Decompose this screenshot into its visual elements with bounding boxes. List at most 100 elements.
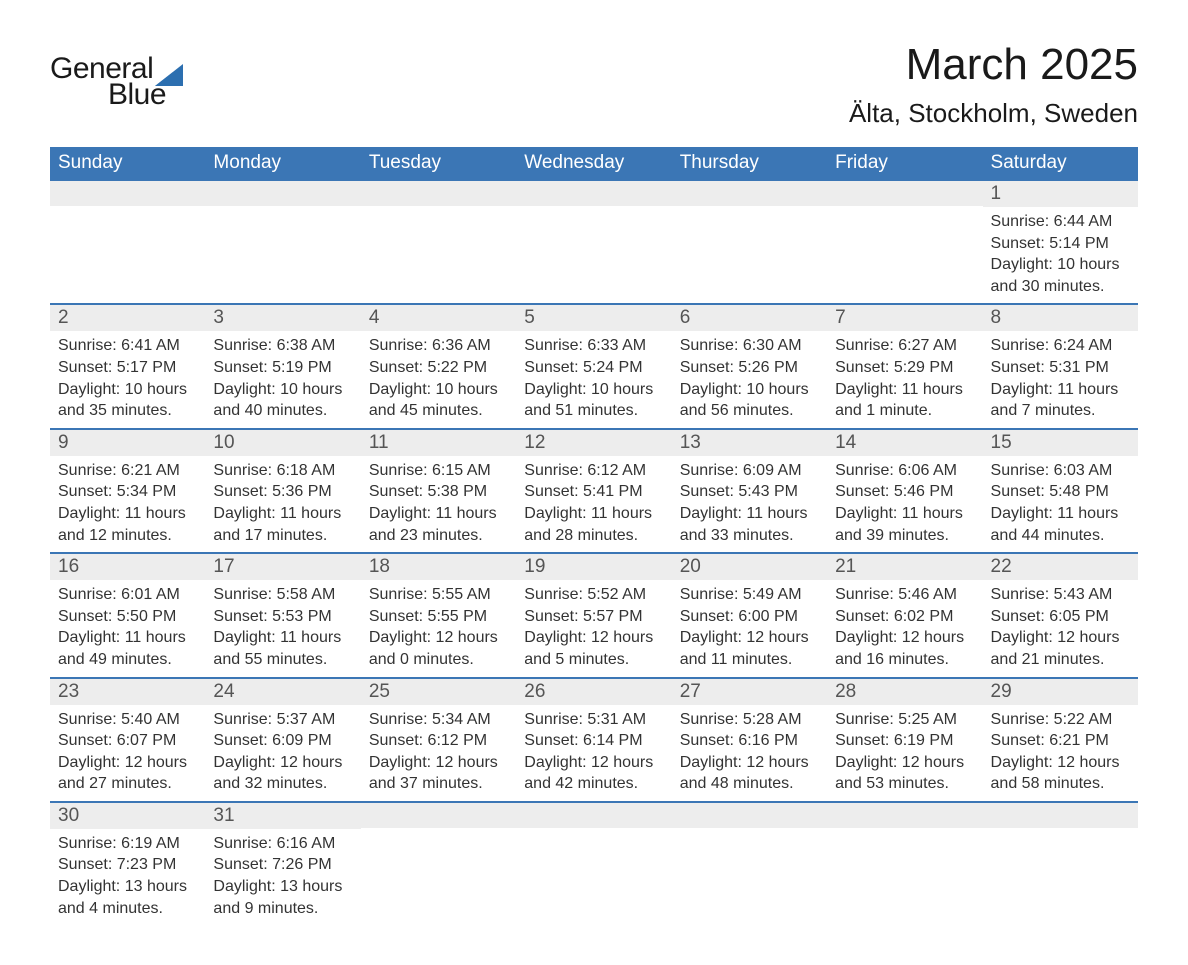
daylight-text: Daylight: 12 hours and 48 minutes. bbox=[680, 752, 819, 795]
sunset-text: Sunset: 6:14 PM bbox=[524, 730, 663, 752]
day-cell: 5Sunrise: 6:33 AMSunset: 5:24 PMDaylight… bbox=[516, 304, 671, 428]
daylight-text: Daylight: 10 hours and 45 minutes. bbox=[369, 379, 508, 422]
day-header-tuesday: Tuesday bbox=[361, 147, 516, 180]
day-details: Sunrise: 6:12 AMSunset: 5:41 PMDaylight:… bbox=[516, 456, 671, 552]
daylight-text: Daylight: 12 hours and 11 minutes. bbox=[680, 627, 819, 670]
sunset-text: Sunset: 7:26 PM bbox=[213, 854, 352, 876]
logo: General Blue bbox=[50, 52, 183, 112]
day-header-friday: Friday bbox=[827, 147, 982, 180]
sunrise-text: Sunrise: 5:58 AM bbox=[213, 584, 352, 606]
day-details: Sunrise: 6:19 AMSunset: 7:23 PMDaylight:… bbox=[50, 829, 205, 925]
day-cell bbox=[50, 180, 205, 304]
day-number: 4 bbox=[361, 305, 516, 331]
sunrise-text: Sunrise: 5:46 AM bbox=[835, 584, 974, 606]
day-details: Sunrise: 6:30 AMSunset: 5:26 PMDaylight:… bbox=[672, 331, 827, 427]
day-cell: 28Sunrise: 5:25 AMSunset: 6:19 PMDayligh… bbox=[827, 678, 982, 802]
day-number: 24 bbox=[205, 679, 360, 705]
sunrise-text: Sunrise: 6:18 AM bbox=[213, 460, 352, 482]
sunrise-text: Sunrise: 6:36 AM bbox=[369, 335, 508, 357]
daylight-text: Daylight: 11 hours and 39 minutes. bbox=[835, 503, 974, 546]
daylight-text: Daylight: 11 hours and 44 minutes. bbox=[991, 503, 1130, 546]
sunrise-text: Sunrise: 5:25 AM bbox=[835, 709, 974, 731]
sunset-text: Sunset: 5:31 PM bbox=[991, 357, 1130, 379]
sunrise-text: Sunrise: 5:49 AM bbox=[680, 584, 819, 606]
sunrise-text: Sunrise: 6:16 AM bbox=[213, 833, 352, 855]
day-details: Sunrise: 6:09 AMSunset: 5:43 PMDaylight:… bbox=[672, 456, 827, 552]
sunrise-text: Sunrise: 6:01 AM bbox=[58, 584, 197, 606]
sunset-text: Sunset: 5:57 PM bbox=[524, 606, 663, 628]
sunset-text: Sunset: 5:43 PM bbox=[680, 481, 819, 503]
day-number bbox=[361, 181, 516, 206]
week-row: 9Sunrise: 6:21 AMSunset: 5:34 PMDaylight… bbox=[50, 429, 1138, 553]
day-cell bbox=[983, 802, 1138, 925]
sunset-text: Sunset: 6:05 PM bbox=[991, 606, 1130, 628]
day-header-sunday: Sunday bbox=[50, 147, 205, 180]
sunset-text: Sunset: 5:41 PM bbox=[524, 481, 663, 503]
sunset-text: Sunset: 6:09 PM bbox=[213, 730, 352, 752]
day-details: Sunrise: 5:40 AMSunset: 6:07 PMDaylight:… bbox=[50, 705, 205, 801]
day-cell bbox=[361, 802, 516, 925]
sunset-text: Sunset: 6:00 PM bbox=[680, 606, 819, 628]
day-details: Sunrise: 6:21 AMSunset: 5:34 PMDaylight:… bbox=[50, 456, 205, 552]
sunrise-text: Sunrise: 5:34 AM bbox=[369, 709, 508, 731]
daylight-text: Daylight: 12 hours and 42 minutes. bbox=[524, 752, 663, 795]
sunset-text: Sunset: 5:19 PM bbox=[213, 357, 352, 379]
sunset-text: Sunset: 5:50 PM bbox=[58, 606, 197, 628]
sunrise-text: Sunrise: 6:44 AM bbox=[991, 211, 1130, 233]
daylight-text: Daylight: 12 hours and 32 minutes. bbox=[213, 752, 352, 795]
day-number: 14 bbox=[827, 430, 982, 456]
sunset-text: Sunset: 6:19 PM bbox=[835, 730, 974, 752]
day-header-thursday: Thursday bbox=[672, 147, 827, 180]
sunset-text: Sunset: 6:16 PM bbox=[680, 730, 819, 752]
day-details: Sunrise: 5:31 AMSunset: 6:14 PMDaylight:… bbox=[516, 705, 671, 801]
week-row: 16Sunrise: 6:01 AMSunset: 5:50 PMDayligh… bbox=[50, 553, 1138, 677]
day-cell: 2Sunrise: 6:41 AMSunset: 5:17 PMDaylight… bbox=[50, 304, 205, 428]
day-cell: 15Sunrise: 6:03 AMSunset: 5:48 PMDayligh… bbox=[983, 429, 1138, 553]
sunset-text: Sunset: 5:55 PM bbox=[369, 606, 508, 628]
daylight-text: Daylight: 12 hours and 58 minutes. bbox=[991, 752, 1130, 795]
day-cell: 29Sunrise: 5:22 AMSunset: 6:21 PMDayligh… bbox=[983, 678, 1138, 802]
week-row: 1Sunrise: 6:44 AMSunset: 5:14 PMDaylight… bbox=[50, 180, 1138, 304]
day-number bbox=[983, 803, 1138, 828]
day-number: 5 bbox=[516, 305, 671, 331]
sunset-text: Sunset: 6:12 PM bbox=[369, 730, 508, 752]
daylight-text: Daylight: 12 hours and 21 minutes. bbox=[991, 627, 1130, 670]
daylight-text: Daylight: 11 hours and 7 minutes. bbox=[991, 379, 1130, 422]
day-number: 22 bbox=[983, 554, 1138, 580]
calendar-table: Sunday Monday Tuesday Wednesday Thursday… bbox=[50, 147, 1138, 925]
sunrise-text: Sunrise: 6:12 AM bbox=[524, 460, 663, 482]
sunrise-text: Sunrise: 6:38 AM bbox=[213, 335, 352, 357]
day-cell bbox=[827, 180, 982, 304]
day-cell: 12Sunrise: 6:12 AMSunset: 5:41 PMDayligh… bbox=[516, 429, 671, 553]
day-number: 31 bbox=[205, 803, 360, 829]
day-number: 13 bbox=[672, 430, 827, 456]
day-number bbox=[361, 803, 516, 828]
week-row: 2Sunrise: 6:41 AMSunset: 5:17 PMDaylight… bbox=[50, 304, 1138, 428]
day-details: Sunrise: 6:18 AMSunset: 5:36 PMDaylight:… bbox=[205, 456, 360, 552]
sunrise-text: Sunrise: 5:37 AM bbox=[213, 709, 352, 731]
day-number: 8 bbox=[983, 305, 1138, 331]
day-cell bbox=[516, 802, 671, 925]
day-number bbox=[827, 803, 982, 828]
sunrise-text: Sunrise: 6:33 AM bbox=[524, 335, 663, 357]
sunrise-text: Sunrise: 5:52 AM bbox=[524, 584, 663, 606]
sunset-text: Sunset: 5:14 PM bbox=[991, 233, 1130, 255]
sunrise-text: Sunrise: 6:09 AM bbox=[680, 460, 819, 482]
day-number: 27 bbox=[672, 679, 827, 705]
day-cell bbox=[516, 180, 671, 304]
sunrise-text: Sunrise: 5:43 AM bbox=[991, 584, 1130, 606]
daylight-text: Daylight: 13 hours and 4 minutes. bbox=[58, 876, 197, 919]
day-number: 17 bbox=[205, 554, 360, 580]
daylight-text: Daylight: 10 hours and 35 minutes. bbox=[58, 379, 197, 422]
day-details: Sunrise: 5:55 AMSunset: 5:55 PMDaylight:… bbox=[361, 580, 516, 676]
location-label: Älta, Stockholm, Sweden bbox=[849, 98, 1138, 129]
day-cell: 24 Sunrise: 5:37 AMSunset: 6:09 PMDayligh… bbox=[205, 678, 360, 802]
daylight-text: Daylight: 11 hours and 33 minutes. bbox=[680, 503, 819, 546]
day-details: Sunrise: 6:03 AMSunset: 5:48 PMDaylight:… bbox=[983, 456, 1138, 552]
daylight-text: Daylight: 10 hours and 40 minutes. bbox=[213, 379, 352, 422]
day-number: 21 bbox=[827, 554, 982, 580]
day-cell: 18Sunrise: 5:55 AMSunset: 5:55 PMDayligh… bbox=[361, 553, 516, 677]
day-cell: 30Sunrise: 6:19 AMSunset: 7:23 PMDayligh… bbox=[50, 802, 205, 925]
day-number: 1 bbox=[983, 181, 1138, 207]
sunrise-text: Sunrise: 6:27 AM bbox=[835, 335, 974, 357]
